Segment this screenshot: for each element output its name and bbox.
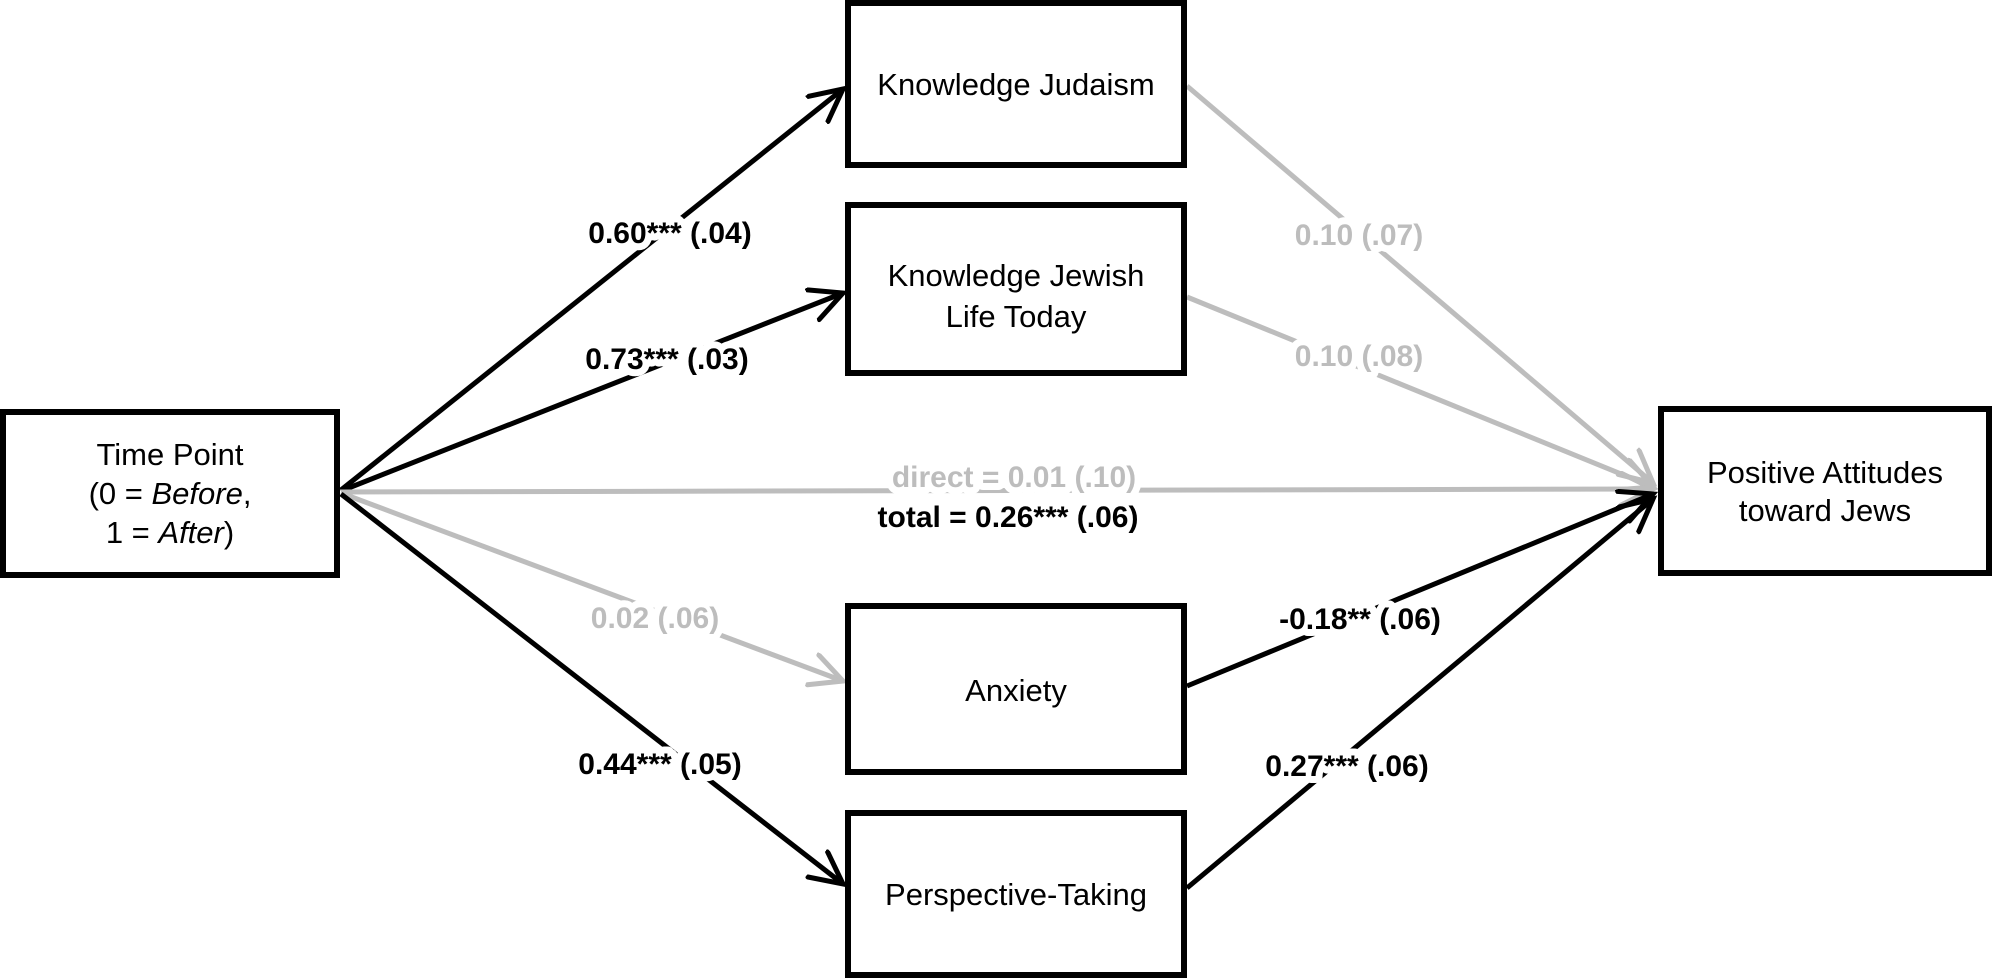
node-positive-attitudes: Positive Attitudes toward Jews	[1658, 406, 1992, 576]
time-point-box	[0, 409, 340, 578]
coefficient-total-effect: total = 0.26*** (.06)	[878, 501, 1139, 534]
path-anxiety-to-attitudes-arrow	[1186, 494, 1653, 689]
path-timepoint-to-perspective-taking-arrow	[339, 492, 843, 884]
node-perspective-taking: Perspective-Taking	[845, 810, 1187, 978]
positive-attitudes-label-line2: toward Jews	[1739, 493, 1911, 528]
path-direct-effect-arrow	[340, 489, 1653, 492]
positive-attitudes-label-line1: Positive Attitudes	[1707, 455, 1943, 490]
coefficient-tp-perspective-taking: 0.44*** (.05)	[578, 748, 741, 781]
node-knowledge-jewish-life-today: Knowledge Jewish Life Today	[845, 202, 1187, 376]
time-point-label-line1: Time Point	[96, 437, 243, 472]
coefficient-tp-knowledge-judaism: 0.60*** (.04)	[588, 217, 751, 250]
node-time-point: Time Point (0 = Before, 1 = After)	[0, 409, 340, 578]
coefficient-tp-knowledge-jewish-life: 0.73*** (.03)	[585, 343, 748, 376]
time-point-label-line2: (0 = Before,	[89, 476, 252, 511]
node-anxiety: Anxiety	[845, 603, 1187, 775]
anxiety-label: Anxiety	[965, 673, 1067, 708]
time-point-label-line3: 1 = After)	[106, 515, 234, 550]
knowledge-jewish-life-box	[845, 202, 1187, 376]
path-timepoint-to-knowledge-judaism-arrow	[339, 89, 843, 492]
positive-attitudes-box	[1658, 406, 1992, 576]
knowledge-judaism-box	[845, 0, 1187, 168]
node-knowledge-judaism: Knowledge Judaism	[845, 0, 1187, 168]
perspective-taking-label: Perspective-Taking	[885, 877, 1147, 912]
coefficient-direct-effect: direct = 0.01 (.10)	[892, 461, 1136, 494]
path-perspective-taking-to-attitudes-arrow	[1185, 499, 1653, 890]
coefficient-knowledge-judaism-pa: 0.10 (.07)	[1295, 219, 1423, 252]
path-timepoint-to-knowledge-jewish-life-arrow	[340, 293, 843, 494]
knowledge-jewish-life-label-line1: Knowledge Jewish	[888, 258, 1145, 293]
path-knowledge-jewish-life-to-attitudes-arrow	[1186, 294, 1653, 487]
coefficient-anxiety-pa: -0.18** (.06)	[1279, 603, 1441, 636]
coefficient-perspective-taking-pa: 0.27*** (.06)	[1265, 750, 1428, 783]
path-timepoint-to-anxiety-arrow	[340, 490, 843, 681]
path-knowledge-judaism-to-attitudes-arrow	[1185, 84, 1653, 483]
anxiety-box	[845, 603, 1187, 775]
coefficient-knowledge-jewish-life-pa: 0.10 (.08)	[1295, 340, 1423, 373]
knowledge-judaism-label: Knowledge Judaism	[877, 67, 1154, 102]
knowledge-jewish-life-label-line2: Life Today	[946, 299, 1087, 334]
perspective-taking-box	[845, 810, 1187, 978]
coefficient-tp-anxiety: 0.02 (.06)	[591, 602, 719, 635]
